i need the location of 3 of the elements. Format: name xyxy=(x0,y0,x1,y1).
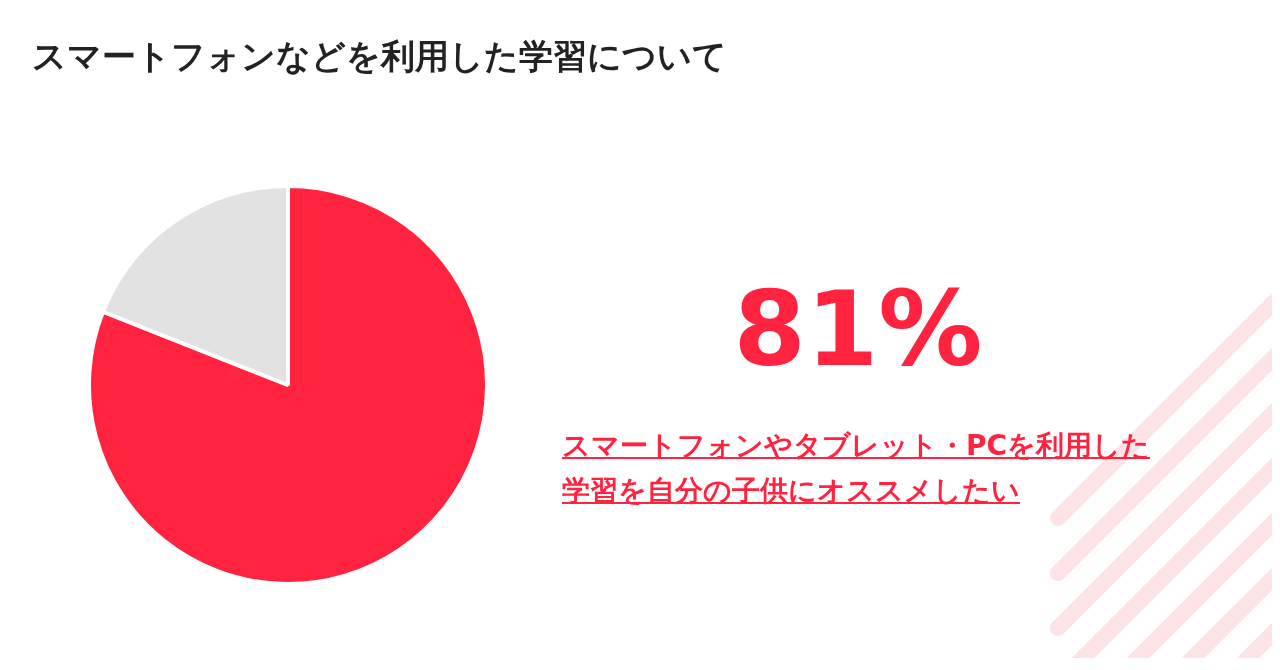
chart-title: スマートフォンなどを利用した学習について xyxy=(32,35,727,78)
data-label: 81% xyxy=(732,268,984,390)
slice-label: スマートフォンやタブレット・PCを利用した学習を自分の子供にオススメしたい xyxy=(562,428,1152,509)
